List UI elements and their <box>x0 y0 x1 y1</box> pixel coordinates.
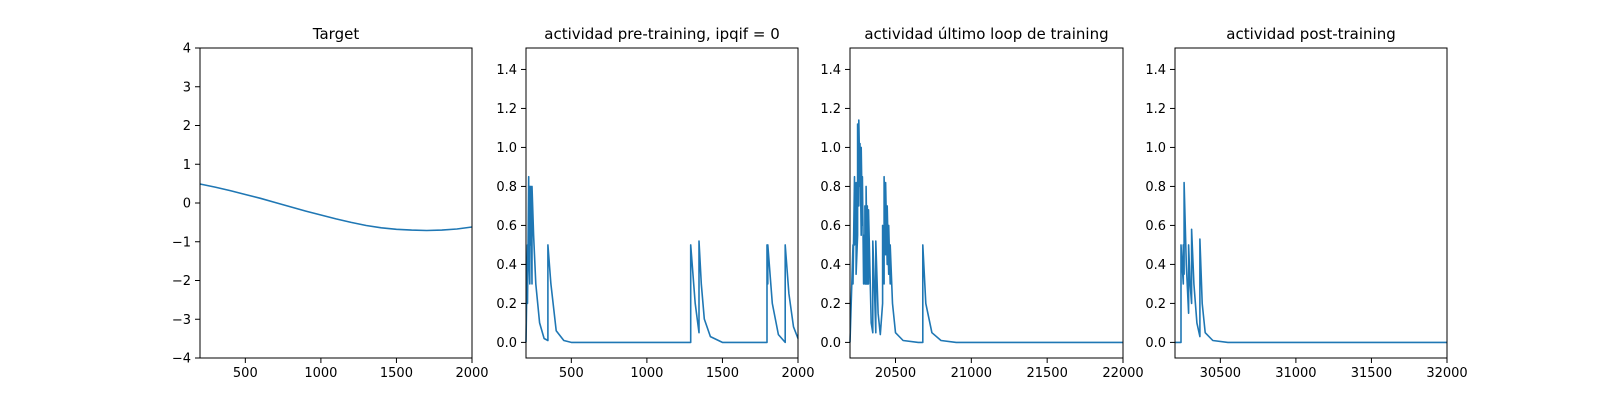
x-tick-label: 2000 <box>455 366 488 381</box>
y-tick-label: 1.0 <box>820 141 841 156</box>
x-tick-label: 20500 <box>875 366 916 381</box>
y-tick-label: 0.0 <box>496 336 517 351</box>
y-tick-label: −4 <box>172 352 191 367</box>
y-tick-label: 0.2 <box>820 297 841 312</box>
chart-panel-4: 30500 31000 31500 32000 0.0 0.2 0.4 0.6 0.8 1.0 1.… <box>1145 25 1467 381</box>
y-tick-label: 0.6 <box>820 219 841 234</box>
panel-title: actividad post-training <box>1226 25 1395 43</box>
y-tick-label: 1.2 <box>820 102 841 117</box>
panel-title: actividad último loop de training <box>864 25 1108 43</box>
y-tick-label: 1.2 <box>496 102 517 117</box>
y-tick-label: 1.4 <box>1145 63 1166 78</box>
y-tick-label: 0.2 <box>1145 297 1166 312</box>
y-tick-label: 0.8 <box>496 180 517 195</box>
y-tick-label: 1.0 <box>496 141 517 156</box>
series-line <box>1175 181 1447 344</box>
y-tick-label: 0.0 <box>820 336 841 351</box>
x-tick-label: 21500 <box>1026 366 1067 381</box>
panel-title: Target <box>312 25 360 43</box>
axes-frame <box>525 47 799 359</box>
y-tick-label: 0.8 <box>1145 180 1166 195</box>
y-tick-label: −2 <box>172 274 191 289</box>
y-tick-label: −1 <box>172 235 191 250</box>
y-tick-label: 1 <box>183 158 191 173</box>
axes-frame <box>849 47 1124 359</box>
x-tick-label: 1500 <box>380 366 413 381</box>
x-tick-label: 32000 <box>1426 366 1467 381</box>
series-line <box>525 175 799 344</box>
series-line <box>199 183 473 232</box>
y-tick-label: 2 <box>183 119 191 134</box>
y-tick-label: 0 <box>183 197 191 212</box>
y-tick-label: 0.6 <box>496 219 517 234</box>
y-tick-label: 0.6 <box>1145 219 1166 234</box>
x-tick-label: 30500 <box>1200 366 1241 381</box>
y-tick-label: 1.4 <box>496 63 517 78</box>
x-tick-label: 21000 <box>951 366 992 381</box>
x-tick-label: 500 <box>559 366 584 381</box>
y-tick-label: 0.0 <box>1145 336 1166 351</box>
series-line <box>849 119 1123 344</box>
y-tick-label: 0.2 <box>496 297 517 312</box>
x-tick-label: 31500 <box>1351 366 1392 381</box>
x-tick-label: 22000 <box>1102 366 1143 381</box>
axes-frame <box>1174 47 1448 359</box>
x-tick-label: 500 <box>233 366 258 381</box>
y-tick-label: 0.8 <box>820 180 841 195</box>
x-tick-label: 2000 <box>781 366 814 381</box>
y-tick-label: 1.2 <box>1145 102 1166 117</box>
y-tick-label: 3 <box>183 80 191 95</box>
x-tick-label: 1000 <box>304 366 337 381</box>
axes-frame <box>199 47 473 359</box>
y-tick-label: 0.4 <box>496 258 517 273</box>
y-tick-label: 1.0 <box>1145 141 1166 156</box>
chart-panel-3: 20500 21000 21500 22000 0.0 0.2 0.4 0.6 0.8 1.0 1.… <box>820 25 1143 381</box>
chart-panel-1: 500 1000 1500 2000 −4 −3 −2 −1 0 1 2 3 4 Target <box>172 25 489 381</box>
x-tick-label: 1500 <box>706 366 739 381</box>
chart-panel-2: 500 1000 1500 2000 0.0 0.2 0.4 0.6 0.8 1.0 1.2 1.4 a… <box>496 25 814 381</box>
x-tick-label: 31000 <box>1275 366 1316 381</box>
y-tick-label: 4 <box>183 42 191 57</box>
panel-title: actividad pre-training, ipqif = 0 <box>544 25 780 43</box>
x-tick-label: 1000 <box>630 366 663 381</box>
y-tick-label: −3 <box>172 313 191 328</box>
y-tick-label: 0.4 <box>1145 258 1166 273</box>
y-tick-label: 0.4 <box>820 258 841 273</box>
y-tick-label: 1.4 <box>820 63 841 78</box>
